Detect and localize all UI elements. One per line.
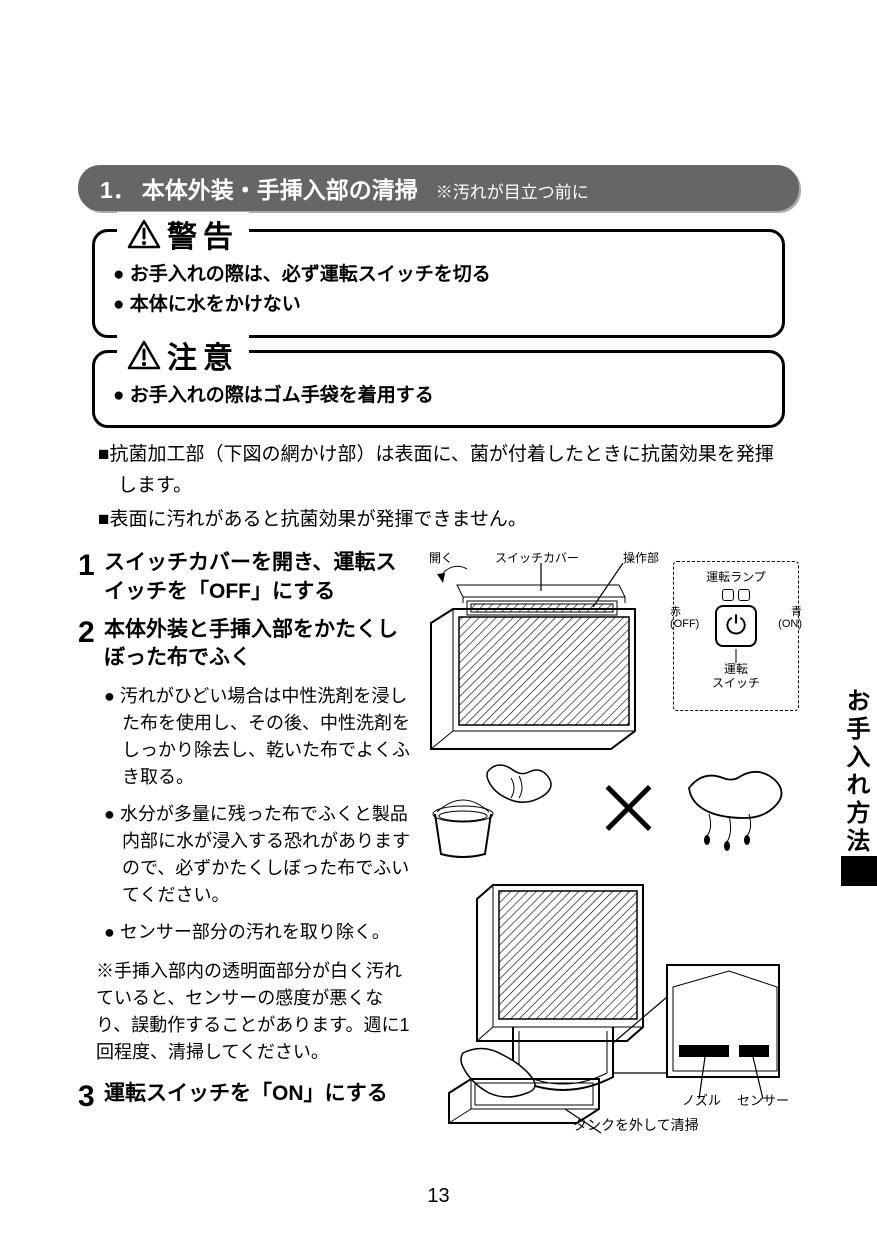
warning-icon: [127, 219, 161, 249]
label-red-off: 赤 (OFF): [670, 606, 699, 630]
label-nozzle: ノズル: [682, 1090, 721, 1109]
appliance-top-svg: [423, 563, 653, 751]
power-button-icon: ⏻: [715, 605, 757, 647]
label-sensor: センサー: [737, 1090, 789, 1109]
figure-appliance-clean: ノズル センサー タンクを外して清掃: [423, 877, 799, 1137]
label-tank-caption: タンクを外して清掃: [573, 1115, 699, 1135]
led-on: [738, 589, 750, 601]
list-item: 水分が多量に残った布でふくと製品内部に水が浸入する恐れがありますので、必ずかたく…: [104, 801, 413, 909]
section-header: 1． 本体外装・手挿入部の清掃 ※汚れが目立つ前に: [78, 165, 799, 211]
step-head: 本体外装と手挿入部をかたくしぼった布でふく: [104, 616, 413, 673]
step-3: 3 運転スイッチを「ON」にする: [78, 1080, 413, 1113]
info-line: 抗菌加工部（下図の網かけ部）は表面に、菌が付着したときに抗菌効果を発揮します。: [98, 440, 779, 501]
step-head: スイッチカバーを開き、運転スイッチを「OFF」にする: [104, 549, 413, 606]
list-item: センサー部分の汚れを取り除く。: [104, 919, 413, 946]
caution-label: 注意: [167, 333, 239, 377]
section-title: 本体外装・手挿入部の清掃: [142, 171, 418, 205]
side-tab-cap: [841, 856, 877, 886]
step-2-note: ※手挿入部内の透明面部分が白く汚れていると、センサーの感度が悪くなり、誤動作する…: [78, 958, 413, 1066]
section-number: 1．: [100, 171, 136, 205]
label-run-switch: 運転 スイッチ: [678, 663, 794, 689]
side-tab: お手入れ方法: [841, 680, 877, 856]
warning-label: 警告: [167, 212, 239, 256]
info-block: 抗菌加工部（下図の網かけ部）は表面に、菌が付着したときに抗菌効果を発揮します。 …: [98, 440, 779, 535]
label-blue-on: 青 (ON): [778, 606, 802, 630]
caution-icon: [127, 340, 161, 370]
warning-box: 警告 お手入れの際は、必ず運転スイッチを切る 本体に水をかけない: [92, 229, 785, 338]
info-line: 表面に汚れがあると抗菌効果が発揮できません。: [98, 505, 779, 535]
page-number: 13: [0, 1185, 877, 1208]
figures-column: 開く スイッチカバー 操作部: [423, 549, 799, 1137]
warning-item: お手入れの際は、必ず運転スイッチを切る: [113, 260, 764, 290]
bucket-wringing-svg: [423, 758, 573, 858]
step-2: 2 本体外装と手挿入部をかたくしぼった布でふく: [78, 616, 413, 673]
caution-badge: 注意: [117, 333, 249, 377]
prohibited-icon: [596, 778, 656, 838]
step-number: 2: [78, 616, 104, 673]
step-head: 運転スイッチを「ON」にする: [104, 1080, 388, 1113]
warning-badge: 警告: [117, 212, 249, 256]
caution-box: 注意 お手入れの際はゴム手袋を着用する: [92, 350, 785, 428]
wet-cloth-svg: [679, 758, 799, 858]
step-number: 1: [78, 549, 104, 606]
label-run-lamp: 運転ランプ: [678, 568, 794, 585]
led-off: [722, 589, 734, 601]
steps-column: 1 スイッチカバーを開き、運転スイッチを「OFF」にする 2 本体外装と手挿入部…: [78, 549, 413, 1137]
caution-item: お手入れの際はゴム手袋を着用する: [113, 381, 764, 411]
figure-switch-cover: 開く スイッチカバー 操作部: [423, 549, 799, 739]
arrow-down-icon: [732, 649, 740, 663]
section-subtitle: ※汚れが目立つ前に: [436, 178, 589, 203]
control-panel: 運転ランプ 赤 (OFF) 青 (ON) ⏻ 運転 スイッチ: [673, 561, 799, 711]
warning-item: 本体に水をかけない: [113, 290, 764, 320]
list-item: 汚れがひどい場合は中性洗剤を浸した布を使用し、その後、中性洗剤をしっかり除去し、…: [104, 683, 413, 791]
figure-cloth: [423, 753, 799, 863]
step-number: 3: [78, 1080, 104, 1113]
appliance-clean-svg: [423, 877, 783, 1135]
step-2-bullets: 汚れがひどい場合は中性洗剤を浸した布を使用し、その後、中性洗剤をしっかり除去し、…: [104, 683, 413, 946]
step-1: 1 スイッチカバーを開き、運転スイッチを「OFF」にする: [78, 549, 413, 606]
